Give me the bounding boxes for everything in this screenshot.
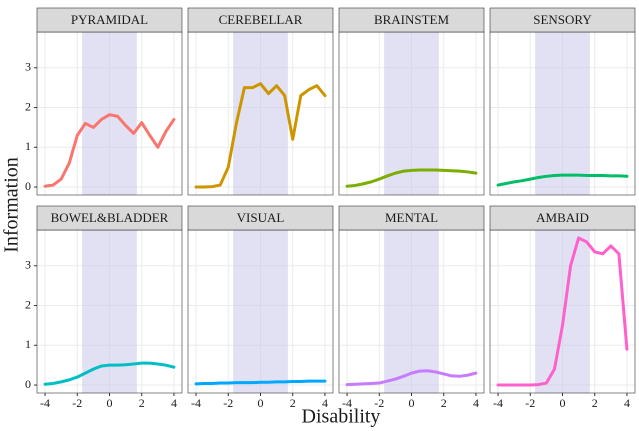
line [194, 82, 327, 189]
y-tick-label: 3 [25, 258, 31, 272]
x-tick-label: 4 [322, 396, 328, 410]
shaded-band [535, 32, 590, 195]
x-tick-label: -4 [342, 396, 352, 410]
y-tick-label: 2 [25, 99, 31, 113]
strip [187, 7, 334, 33]
x-tick-label: -2 [374, 396, 384, 410]
strip [489, 7, 636, 33]
x-tick-label: -4 [493, 396, 503, 410]
strip-label: BOWEL&BLADDER [51, 210, 169, 225]
y-tick-label: 0 [25, 377, 31, 391]
y-tick-label: 1 [25, 337, 31, 351]
x-tick-label: -2 [223, 396, 233, 410]
x-tick-label: 0 [409, 396, 415, 410]
strip-label: CEREBELLAR [219, 12, 303, 27]
strip [338, 7, 485, 33]
x-tick-label: 2 [290, 396, 296, 410]
line [345, 369, 478, 387]
strip [36, 7, 183, 33]
shaded-band [535, 230, 590, 393]
x-axis-title: Disability [302, 406, 381, 428]
y-axis-title: Information [1, 157, 23, 253]
strip-label: PYRAMIDAL [71, 12, 148, 27]
y-tick-label: 0 [25, 179, 31, 193]
x-tick-label: -4 [191, 396, 201, 410]
x-tick-label: 0 [560, 396, 566, 410]
strip-label: SENSORY [533, 12, 592, 27]
line [43, 113, 176, 188]
line [194, 379, 327, 386]
y-tick-label: 3 [25, 60, 31, 74]
line [496, 236, 629, 387]
x-tick-label: 2 [441, 396, 447, 410]
shaded-band [233, 32, 288, 195]
line [496, 173, 629, 187]
x-tick-label: -2 [72, 396, 82, 410]
strip [36, 205, 183, 231]
x-tick-label: -4 [40, 396, 50, 410]
strip [489, 205, 636, 231]
line [345, 168, 478, 188]
shaded-band [384, 230, 439, 393]
line [43, 361, 176, 386]
strip-label: BRAINSTEM [374, 12, 450, 27]
shaded-band [384, 32, 439, 195]
x-tick-label: 2 [592, 396, 598, 410]
strip [338, 205, 485, 231]
y-tick-label: 1 [25, 139, 31, 153]
shaded-band [82, 230, 137, 393]
y-tick-label: 2 [25, 297, 31, 311]
x-tick-label: 4 [171, 396, 177, 410]
strip [187, 205, 334, 231]
x-tick-label: 4 [624, 396, 630, 410]
x-tick-label: 4 [473, 396, 479, 410]
strip-label: MENTAL [385, 210, 438, 225]
x-tick-label: -2 [525, 396, 535, 410]
x-tick-label: 0 [107, 396, 113, 410]
strip-label: AMBAID [536, 210, 589, 225]
shaded-band [233, 230, 288, 393]
strip-label: VISUAL [237, 210, 285, 225]
x-tick-label: 2 [139, 396, 145, 410]
x-tick-label: 0 [258, 396, 264, 410]
